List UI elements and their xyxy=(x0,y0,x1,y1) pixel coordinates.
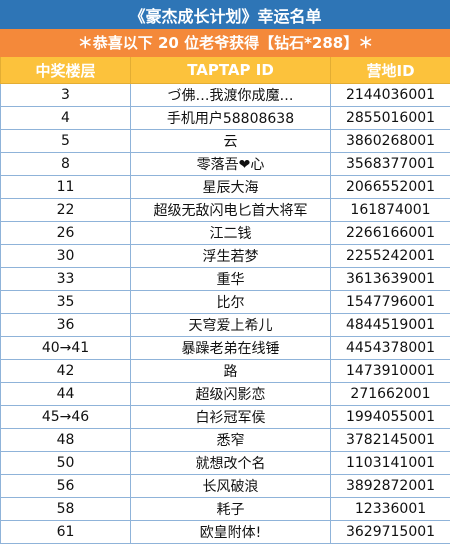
page-title: 《豪杰成长计划》幸运名单 xyxy=(1,1,450,29)
cell-floor: 42 xyxy=(1,360,131,383)
cell-taptap-id: 路 xyxy=(131,360,331,383)
cell-taptap-id: 欧皇附体! xyxy=(131,521,331,544)
cell-taptap-id: 重华 xyxy=(131,268,331,291)
cell-taptap-id: 超级闪影恋 xyxy=(131,383,331,406)
cell-taptap-id: 天穹爱上希儿 xyxy=(131,314,331,337)
cell-camp-id: 4454378001 xyxy=(331,337,450,360)
cell-floor: 56 xyxy=(1,475,131,498)
cell-taptap-id: 白衫冠军侯 xyxy=(131,406,331,429)
cell-floor: 61 xyxy=(1,521,131,544)
cell-taptap-id: 零落吾❤心 xyxy=(131,153,331,176)
cell-camp-id: 2066552001 xyxy=(331,176,450,199)
header-row: 中奖楼层 TAPTAP ID 营地ID xyxy=(1,57,450,84)
cell-camp-id: 3629715001 xyxy=(331,521,450,544)
cell-camp-id: 12336001 xyxy=(331,498,450,521)
column-header-camp-id: 营地ID xyxy=(331,57,450,84)
cell-camp-id: 3568377001 xyxy=(331,153,450,176)
cell-floor: 44 xyxy=(1,383,131,406)
cell-camp-id: 3782145001 xyxy=(331,429,450,452)
cell-camp-id: 2855016001 xyxy=(331,107,450,130)
cell-camp-id: 4844519001 xyxy=(331,314,450,337)
cell-floor: 3 xyxy=(1,84,131,107)
cell-floor: 36 xyxy=(1,314,131,337)
cell-floor: 11 xyxy=(1,176,131,199)
title-row: 《豪杰成长计划》幸运名单 xyxy=(1,1,450,29)
cell-floor: 50 xyxy=(1,452,131,475)
cell-floor: 33 xyxy=(1,268,131,291)
cell-floor: 4 xyxy=(1,107,131,130)
cell-taptap-id: 星辰大海 xyxy=(131,176,331,199)
cell-camp-id: 271662001 xyxy=(331,383,450,406)
cell-taptap-id: 暴躁老弟在线锤 xyxy=(131,337,331,360)
cell-floor: 22 xyxy=(1,199,131,222)
cell-camp-id: 1547796001 xyxy=(331,291,450,314)
cell-taptap-id: 耗子 xyxy=(131,498,331,521)
cell-taptap-id: 浮生若梦 xyxy=(131,245,331,268)
cell-taptap-id: 江二钱 xyxy=(131,222,331,245)
cell-taptap-id: 手机用户58808638 xyxy=(131,107,331,130)
cell-floor: 58 xyxy=(1,498,131,521)
cell-floor: 26 xyxy=(1,222,131,245)
cell-floor: 5 xyxy=(1,130,131,153)
cell-camp-id: 2144036001 xyxy=(331,84,450,107)
cell-taptap-id: 比尔 xyxy=(131,291,331,314)
cell-taptap-id: 悉窄 xyxy=(131,429,331,452)
cell-camp-id: 2266166001 xyxy=(331,222,450,245)
cell-taptap-id: 长风破浪 xyxy=(131,475,331,498)
cell-floor: 40→41 xyxy=(1,337,131,360)
cell-floor: 48 xyxy=(1,429,131,452)
cell-floor: 8 xyxy=(1,153,131,176)
cell-camp-id: 1994055001 xyxy=(331,406,450,429)
cell-taptap-id: 云 xyxy=(131,130,331,153)
cell-taptap-id: づ佛…我渡你成魔… xyxy=(131,84,331,107)
cell-floor: 35 xyxy=(1,291,131,314)
cell-taptap-id: 就想改个名 xyxy=(131,452,331,475)
column-header-floor: 中奖楼层 xyxy=(1,57,131,84)
cell-floor: 30 xyxy=(1,245,131,268)
cell-camp-id: 3892872001 xyxy=(331,475,450,498)
cell-camp-id: 3860268001 xyxy=(331,130,450,153)
page-subtitle: ＊恭喜以下 20 位老爷获得【钻石*288】＊ xyxy=(1,29,450,57)
cell-camp-id: 161874001 xyxy=(331,199,450,222)
cell-camp-id: 1103141001 xyxy=(331,452,450,475)
column-header-taptap-id: TAPTAP ID xyxy=(131,57,331,84)
cell-floor: 45→46 xyxy=(1,406,131,429)
cell-taptap-id: 超级无敌闪电匕首大将军 xyxy=(131,199,331,222)
cell-camp-id: 2255242001 xyxy=(331,245,450,268)
subtitle-row: ＊恭喜以下 20 位老爷获得【钻石*288】＊ xyxy=(1,29,450,57)
cell-camp-id: 1473910001 xyxy=(331,360,450,383)
cell-camp-id: 3613639001 xyxy=(331,268,450,291)
